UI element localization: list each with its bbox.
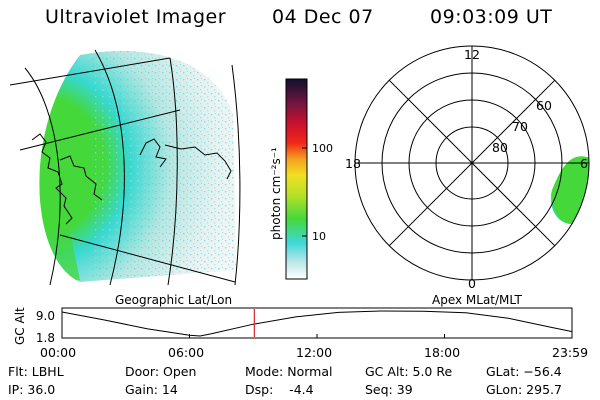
x-tick-label-1: 06:00 xyxy=(168,345,205,360)
x-tick-label-0: 00:00 xyxy=(40,345,77,360)
mlt-label-6: 6 xyxy=(580,156,588,171)
info-glat: GLat: −56.4 xyxy=(486,364,562,379)
geographic-image xyxy=(9,49,241,286)
gc-alt-x-ticks xyxy=(61,334,573,338)
colorbar xyxy=(285,78,308,280)
info-glon: GLon: 295.7 xyxy=(486,382,562,397)
gc-alt-ytick-max: 9.0 xyxy=(36,309,55,323)
observation-date: 04 Dec 07 xyxy=(272,6,374,28)
grid-lat-1 xyxy=(9,57,171,86)
instrument-title: Ultraviolet Imager xyxy=(45,6,227,28)
grid-lon-4 xyxy=(231,64,241,286)
coastline-far-right xyxy=(164,144,232,180)
x-tick-label-4: 23:59 xyxy=(552,345,589,360)
gc-alt-ytick-min: 1.8 xyxy=(36,331,55,345)
info-gc-alt: GC Alt: 5.0 Re xyxy=(365,364,453,379)
x-tick-label-3: 18:00 xyxy=(424,345,461,360)
info-ip: IP: 36.0 xyxy=(8,382,56,397)
info-gain: Gain: 14 xyxy=(125,382,178,397)
polar-panel-label: Apex MLat/MLT xyxy=(432,293,522,307)
mlat-label-80: 80 xyxy=(492,140,508,155)
mlt-label-12: 12 xyxy=(464,47,480,62)
grid-lat-2 xyxy=(19,109,181,151)
observation-time: 09:03:09 UT xyxy=(430,6,553,28)
colorbar-label-10: 10 xyxy=(312,230,326,243)
coastline-right xyxy=(139,138,167,168)
mlat-label-70: 70 xyxy=(512,119,528,134)
polar-diagonal-2 xyxy=(388,79,556,247)
coastline-mid xyxy=(59,155,103,201)
info-seq: Seq: 39 xyxy=(365,382,413,397)
grid-lon-1 xyxy=(24,67,61,286)
grid-lon-3 xyxy=(167,57,178,286)
gc-alt-frame xyxy=(61,307,573,339)
grid-lat-3 xyxy=(59,234,236,283)
x-tick-label-2: 12:00 xyxy=(296,345,333,360)
gc-alt-plot: GC Alt 9.0 1.8 xyxy=(13,307,573,345)
info-mode: Mode: Normal xyxy=(245,364,333,379)
coastline-left xyxy=(31,133,73,225)
mlt-label-0: 0 xyxy=(468,276,476,291)
emission-noise-texture xyxy=(90,50,236,282)
gc-alt-ylabel: GC Alt xyxy=(13,307,27,345)
info-dsp: Dsp: -4.4 xyxy=(245,382,314,397)
info-filter: Flt: LBHL xyxy=(8,364,64,379)
mlat-label-60: 60 xyxy=(536,98,552,113)
mlt-label-18: 18 xyxy=(345,156,361,171)
geographic-panel-label: Geographic Lat/Lon xyxy=(115,293,233,307)
colorbar-label-100: 100 xyxy=(312,142,333,155)
emission-core xyxy=(39,95,80,282)
colorbar-units: photon cm⁻²s⁻¹ xyxy=(269,147,283,240)
polar-plot: 12 6 0 18 60 70 80 xyxy=(345,45,590,291)
gc-alt-series-line xyxy=(61,310,572,337)
info-door: Door: Open xyxy=(125,364,197,379)
grid-lon-2 xyxy=(94,49,125,286)
